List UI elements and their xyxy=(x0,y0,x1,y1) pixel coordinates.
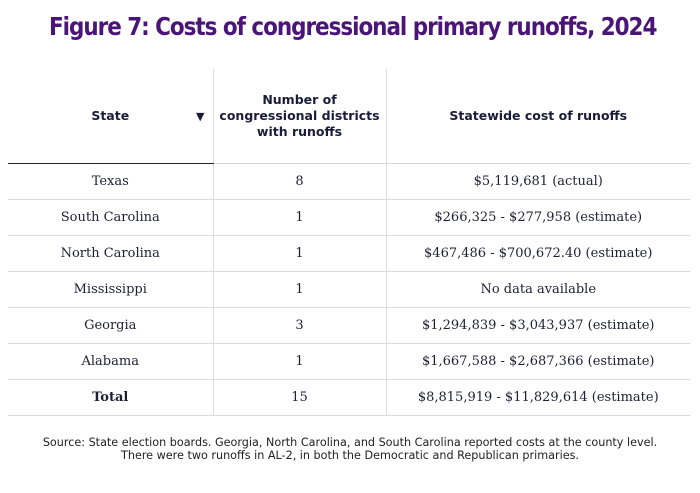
source-note: Source: State election boards. Georgia, … xyxy=(42,436,658,449)
districts-cell: 1 xyxy=(212,199,386,236)
state-cell: Georgia xyxy=(8,307,213,344)
total-row: Total 15 $8,815,919 - $11,829,614 (estim… xyxy=(8,379,690,416)
cost-column-header: Statewide cost of runoffs xyxy=(385,69,690,164)
table-header-row: State ▼ Number of congressional district… xyxy=(8,69,690,164)
cost-cell: $1,294,839 - $3,043,937 (estimate) xyxy=(385,307,690,344)
sort-down-icon[interactable]: ▼ xyxy=(196,110,205,123)
state-header-label: State xyxy=(91,108,130,123)
al2-note: There were two runoffs in AL-2, in both … xyxy=(121,449,579,462)
total-districts-cell: 15 xyxy=(212,379,386,416)
state-column-header[interactable]: State ▼ xyxy=(8,69,213,164)
table-row: Georgia 3 $1,294,839 - $3,043,937 (estim… xyxy=(8,307,690,344)
districts-cell: 1 xyxy=(212,271,386,308)
table-row: Alabama 1 $1,667,588 - $2,687,366 (estim… xyxy=(8,343,690,380)
table-row: Mississippi 1 No data available xyxy=(8,271,690,308)
runoff-costs-table: State ▼ Number of congressional district… xyxy=(8,69,690,416)
table-row: Texas 8 $5,119,681 (actual) xyxy=(8,163,690,200)
cost-cell: No data available xyxy=(385,271,690,308)
footnotes: Source: State election boards. Georgia, … xyxy=(10,436,690,462)
state-cell: South Carolina xyxy=(8,199,213,236)
figure-title: Figure 7: Costs of congressional primary… xyxy=(49,12,657,41)
total-cost-cell: $8,815,919 - $11,829,614 (estimate) xyxy=(385,379,690,416)
districts-cell: 3 xyxy=(212,307,386,344)
table-row: North Carolina 1 $467,486 - $700,672.40 … xyxy=(8,235,690,272)
cost-cell: $5,119,681 (actual) xyxy=(385,163,690,200)
districts-cell: 8 xyxy=(212,163,386,200)
state-cell: Mississippi xyxy=(8,271,213,308)
table-row: South Carolina 1 $266,325 - $277,958 (es… xyxy=(8,199,690,236)
districts-cell: 1 xyxy=(212,343,386,380)
state-cell: Texas xyxy=(8,163,213,200)
state-cell: Alabama xyxy=(8,343,213,380)
total-label-cell: Total xyxy=(8,379,213,416)
cost-cell: $467,486 - $700,672.40 (estimate) xyxy=(385,235,690,272)
cost-cell: $1,667,588 - $2,687,366 (estimate) xyxy=(385,343,690,380)
state-cell: North Carolina xyxy=(8,235,213,272)
cost-cell: $266,325 - $277,958 (estimate) xyxy=(385,199,690,236)
districts-column-header: Number of congressional districts with r… xyxy=(212,69,386,164)
districts-cell: 1 xyxy=(212,235,386,272)
